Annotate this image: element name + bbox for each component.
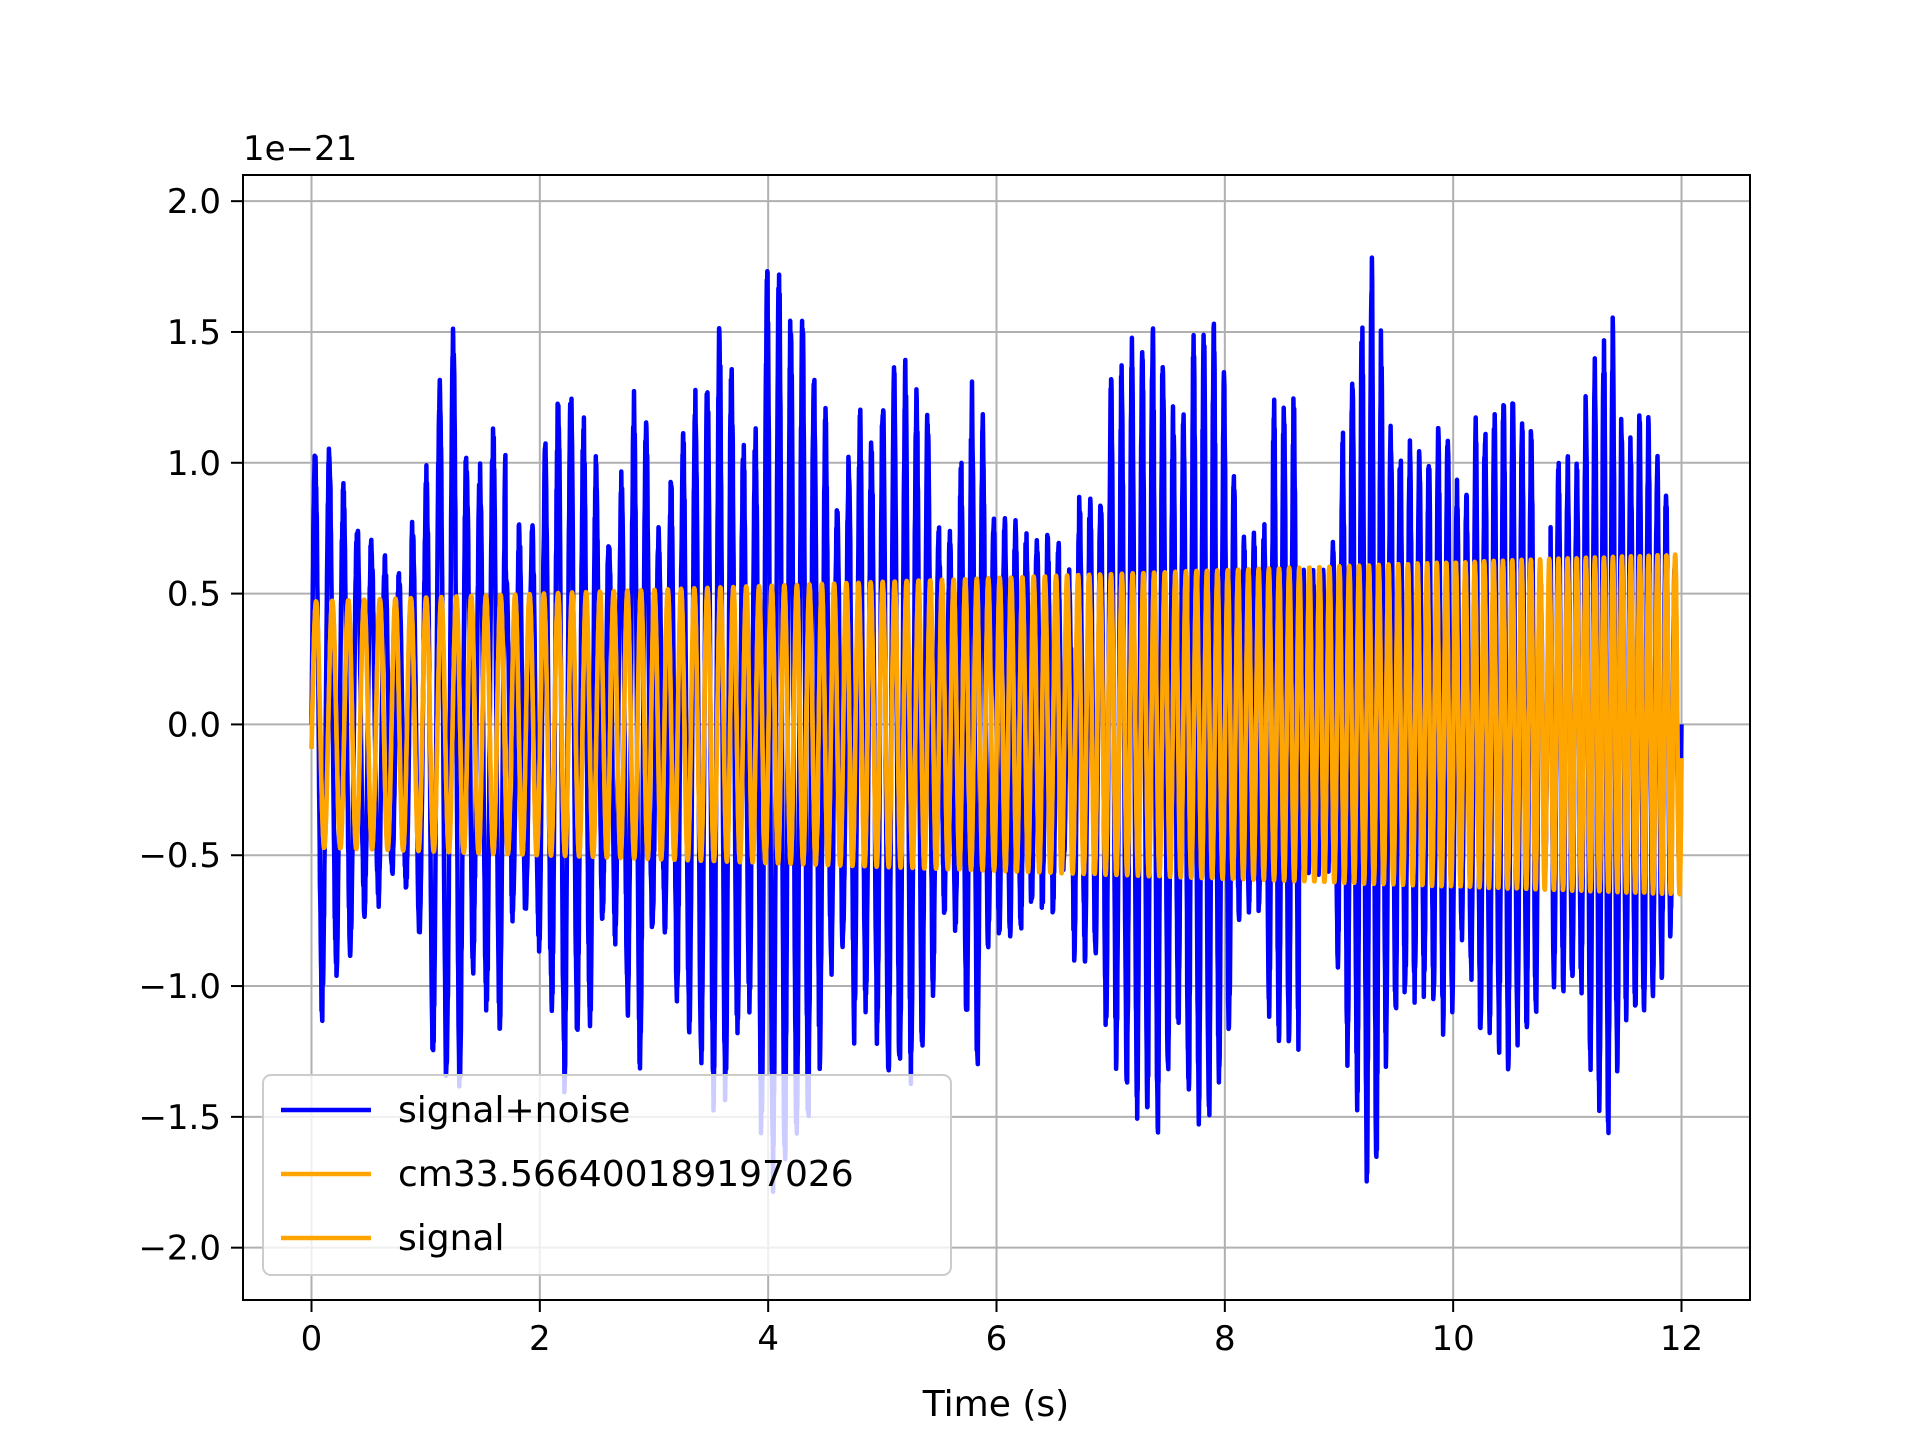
x-tick-label: 2 (529, 1319, 551, 1359)
x-tick-label: 4 (757, 1319, 779, 1359)
x-tick-label: 8 (1214, 1319, 1236, 1359)
legend-box (262, 1074, 952, 1276)
legend-entry-label: cm33.566400189197026 (398, 1154, 854, 1195)
plot-area (309, 255, 1684, 1195)
x-axis-ticks: 0 2 4 6 8 10 12 (301, 1300, 1703, 1359)
y-tick-label: −1.0 (138, 967, 221, 1007)
x-tick-label: 0 (301, 1319, 323, 1359)
y-offset-label: 1e−21 (243, 129, 357, 169)
x-tick-label: 10 (1432, 1319, 1475, 1359)
y-tick-label: 1.0 (167, 444, 221, 484)
y-tick-label: 0.5 (167, 575, 221, 615)
legend: signal+noise cm33.566400189197026 signal (262, 1074, 952, 1276)
y-tick-label: −0.5 (138, 836, 221, 876)
x-tick-label: 12 (1660, 1319, 1703, 1359)
y-axis-ticks: −2.0 −1.5 −1.0 −0.5 0.0 0.5 1.0 1.5 2.0 (138, 182, 243, 1269)
y-tick-label: 0.0 (167, 705, 221, 745)
legend-entry-label: signal (398, 1218, 505, 1259)
series-line-2 (309, 552, 1684, 897)
legend-entry-label: signal+noise (398, 1090, 630, 1131)
y-tick-label: −1.5 (138, 1098, 221, 1138)
y-tick-label: 1.5 (167, 313, 221, 353)
y-tick-label: 2.0 (167, 182, 221, 222)
x-axis-label: Time (s) (922, 1384, 1069, 1425)
x-tick-label: 6 (986, 1319, 1008, 1359)
series-layer (309, 255, 1684, 1195)
y-tick-label: −2.0 (138, 1229, 221, 1269)
